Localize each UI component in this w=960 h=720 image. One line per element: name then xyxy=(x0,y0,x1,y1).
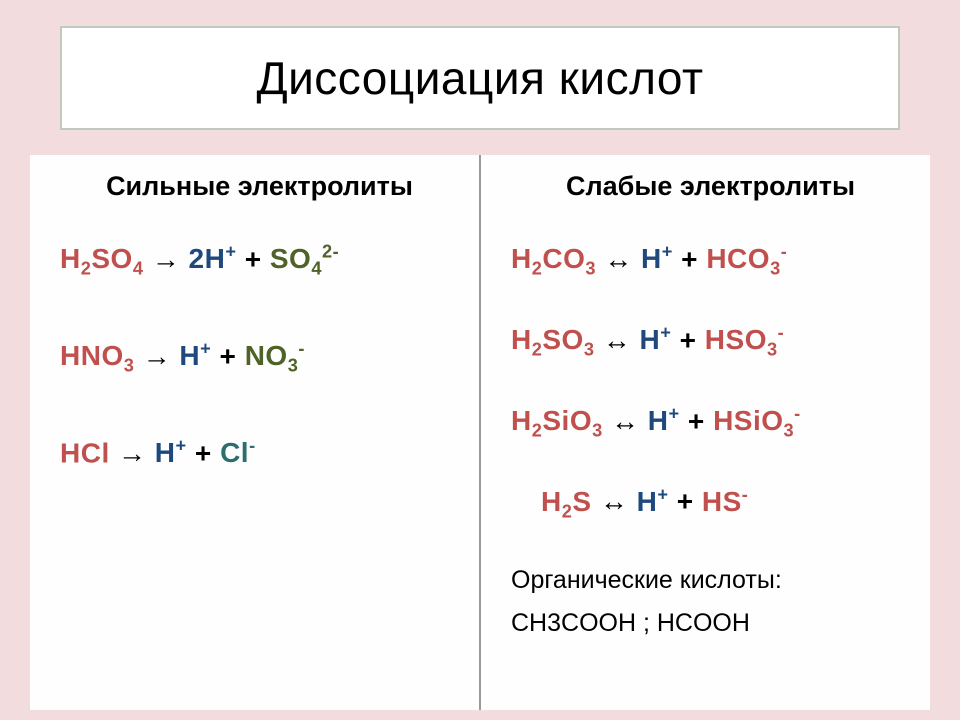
left-column: Сильные электролиты H2SO4 → 2H+ + SO42-H… xyxy=(30,155,481,710)
equation-part: + xyxy=(236,243,269,274)
title-box: Диссоциация кислот xyxy=(60,26,900,130)
equation-part: + xyxy=(671,324,704,355)
equation: H2CO3 ↔ H+ + HCO3- xyxy=(511,242,910,281)
note-line-2: CH3COOH ; HCOOH xyxy=(511,602,910,645)
equation-part: HSO3- xyxy=(705,324,784,355)
equation: H2SO4 → 2H+ + SO42- xyxy=(60,242,459,281)
equation-part: ↔ xyxy=(603,405,648,436)
left-equations: H2SO4 → 2H+ + SO42- HNO3 → H+ + NO3- HCl →… xyxy=(60,242,459,469)
equation: H2SO3 ↔ H+ + HSO3- xyxy=(511,323,910,362)
equation-part: NO3- xyxy=(245,340,305,371)
equation-part: H+ xyxy=(179,340,211,371)
right-column: Слабые электролиты H2CO3 ↔ H+ + HCO3- H2S… xyxy=(481,155,930,710)
equation-part: ↔ xyxy=(592,486,637,517)
equation-part: 2H+ xyxy=(189,243,237,274)
equation: HCl → H+ + Cl- xyxy=(60,436,459,470)
organic-acids-note: Органические кислоты: CH3COOH ; HCOOH xyxy=(511,559,910,644)
equation-part: + xyxy=(680,405,713,436)
equation-part: H+ xyxy=(637,486,669,517)
equation-part: H+ xyxy=(648,405,680,436)
equation: H2SiO3 ↔ H+ + HSiO3- xyxy=(511,404,910,443)
equation-part: + xyxy=(211,340,244,371)
equation-part: HNO3 xyxy=(60,340,134,371)
right-equations: H2CO3 ↔ H+ + HCO3- H2SO3 ↔ H+ + HSO3- H2Si… xyxy=(511,242,910,523)
equation-part: HCl xyxy=(60,437,110,468)
equation-part: + xyxy=(187,437,220,468)
equation-part: + xyxy=(668,486,701,517)
equation: HNO3 → H+ + NO3- xyxy=(60,339,459,378)
columns: Сильные электролиты H2SO4 → 2H+ + SO42-H… xyxy=(30,155,930,710)
equation-part: → xyxy=(110,437,155,468)
equation-part: H2SO3 xyxy=(511,324,594,355)
equation-part: H2SiO3 xyxy=(511,405,603,436)
equation-part: HCO3- xyxy=(706,243,787,274)
equation-part: SO42- xyxy=(270,243,339,274)
equation-part: H2SO4 xyxy=(60,243,143,274)
note-line-1: Органические кислоты: xyxy=(511,559,910,602)
right-heading: Слабые электролиты xyxy=(511,171,910,202)
equation-part: H+ xyxy=(641,243,673,274)
equation-part: H2CO3 xyxy=(511,243,596,274)
equation-part: ↔ xyxy=(594,324,639,355)
equation-part: Cl- xyxy=(220,437,256,468)
equation-part: H2S xyxy=(541,486,592,517)
left-heading: Сильные электролиты xyxy=(60,171,459,202)
equation-part: HS- xyxy=(702,486,748,517)
equation-part: H+ xyxy=(640,324,672,355)
equation-part: → xyxy=(134,340,179,371)
equation-part: HSiO3- xyxy=(713,405,801,436)
equation-part: ↔ xyxy=(596,243,641,274)
slide-title: Диссоциация кислот xyxy=(256,51,703,105)
equation-part: + xyxy=(673,243,706,274)
equation-part: → xyxy=(143,243,188,274)
equation-part: H+ xyxy=(155,437,187,468)
slide: Диссоциация кислот Сильные электролиты H… xyxy=(0,0,960,720)
equation: H2S ↔ H+ + HS- xyxy=(511,484,910,523)
